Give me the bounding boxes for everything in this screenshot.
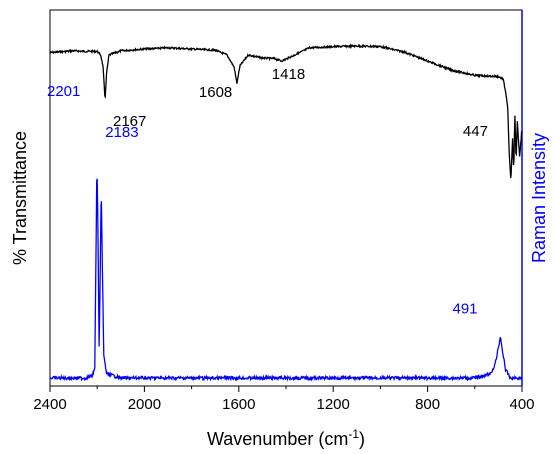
peak-label: 447 [463, 123, 488, 140]
series-layer [49, 43, 523, 382]
x-axis-title-close: ) [359, 429, 365, 449]
x-ticks: 2400 2000 1600 1200 800 400 [33, 386, 535, 413]
x-tick-label: 2400 [33, 396, 66, 413]
x-tick-label: 1200 [317, 396, 350, 413]
x-tick-label: 1600 [222, 396, 255, 413]
peak-label: 491 [453, 301, 478, 318]
series-line-ir [49, 43, 523, 179]
peak-label: 2167 [113, 113, 146, 130]
x-axis-title: Wavenumber (cm-1) [207, 427, 365, 449]
y-axis-title-right: Raman Intensity [529, 133, 549, 263]
peak-label: 1608 [199, 84, 232, 101]
y-axis-title-left: % Transmittance [10, 131, 30, 265]
x-tick-label: 2000 [128, 396, 161, 413]
x-axis-title-main: Wavenumber (cm [207, 429, 348, 449]
peak-label: 2183 [105, 124, 138, 141]
peak-label: 1418 [272, 66, 305, 83]
x-tick-label: 800 [415, 396, 440, 413]
x-tick-label: 400 [509, 396, 534, 413]
x-axis-title-sup: -1 [348, 427, 359, 441]
annotations-layer: 2167 1608 1418 447 2201 2183 491 [47, 66, 488, 318]
peak-label: 2201 [47, 83, 80, 100]
series-line-raman [49, 178, 523, 382]
